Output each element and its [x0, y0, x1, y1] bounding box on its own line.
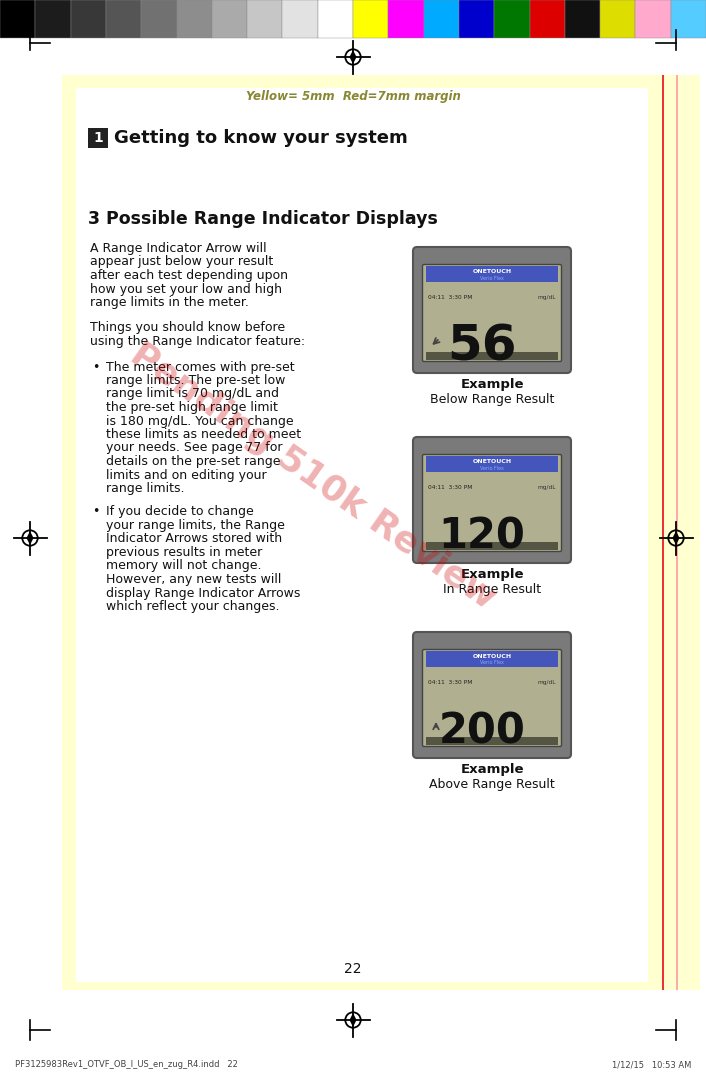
Bar	[426, 651, 558, 666]
Bar	[671, 0, 706, 38]
Polygon shape	[349, 1013, 357, 1027]
Text: ONETOUCH: ONETOUCH	[472, 654, 512, 659]
Bar	[76, 88, 648, 981]
FancyBboxPatch shape	[413, 632, 571, 758]
Bar	[426, 456, 558, 472]
Bar	[426, 352, 558, 360]
Text: range limit is 70 mg/dL and: range limit is 70 mg/dL and	[106, 387, 279, 401]
Bar	[212, 0, 247, 38]
Bar	[635, 0, 671, 38]
Bar	[426, 737, 558, 745]
Text: In Range Result: In Range Result	[443, 583, 541, 596]
Bar	[662, 75, 664, 990]
Text: Getting to know your system: Getting to know your system	[114, 129, 408, 147]
Text: is 180 mg/dL. You can change: is 180 mg/dL. You can change	[106, 415, 294, 428]
Text: how you set your low and high: how you set your low and high	[90, 283, 282, 296]
Text: 56: 56	[447, 322, 517, 371]
Text: Example: Example	[460, 378, 524, 391]
Text: •: •	[92, 505, 100, 518]
Text: range limits. The pre-set low: range limits. The pre-set low	[106, 374, 285, 387]
FancyBboxPatch shape	[422, 455, 561, 551]
Text: mg/dL: mg/dL	[537, 485, 556, 490]
Text: Yellow= 5mm  Red=7mm margin: Yellow= 5mm Red=7mm margin	[246, 90, 460, 103]
Text: the pre-set high range limit: the pre-set high range limit	[106, 401, 278, 414]
Text: Verio Flex: Verio Flex	[480, 660, 504, 665]
Text: 3 Possible Range Indicator Displays: 3 Possible Range Indicator Displays	[88, 210, 438, 228]
Text: range limits.: range limits.	[106, 482, 184, 495]
Bar	[141, 0, 176, 38]
Bar	[71, 0, 106, 38]
Text: display Range Indicator Arrows: display Range Indicator Arrows	[106, 587, 300, 600]
Text: 200: 200	[438, 711, 525, 752]
Bar	[282, 0, 318, 38]
Bar	[353, 0, 388, 38]
Text: these limits as needed to meet: these limits as needed to meet	[106, 428, 301, 441]
Text: Indicator Arrows stored with: Indicator Arrows stored with	[106, 532, 282, 545]
Text: 04:11  3:30 PM: 04:11 3:30 PM	[428, 485, 472, 490]
Polygon shape	[27, 531, 33, 545]
Bar	[0, 0, 35, 38]
Text: mg/dL: mg/dL	[537, 295, 556, 300]
Bar	[247, 0, 282, 38]
Bar	[494, 0, 530, 38]
Bar	[530, 0, 565, 38]
Text: Verio Flex: Verio Flex	[480, 465, 504, 471]
Text: ONETOUCH: ONETOUCH	[472, 269, 512, 274]
Text: PF3125983Rev1_OTVF_OB_I_US_en_zug_R4.indd   22: PF3125983Rev1_OTVF_OB_I_US_en_zug_R4.ind…	[15, 1060, 238, 1069]
Text: The meter comes with pre-set: The meter comes with pre-set	[106, 360, 294, 373]
Text: which reflect your changes.: which reflect your changes.	[106, 600, 280, 613]
FancyBboxPatch shape	[413, 247, 571, 373]
Text: However, any new tests will: However, any new tests will	[106, 573, 282, 586]
Text: after each test depending upon: after each test depending upon	[90, 269, 288, 282]
FancyBboxPatch shape	[422, 264, 561, 361]
Text: previous results in meter: previous results in meter	[106, 546, 262, 559]
Text: mg/dL: mg/dL	[537, 680, 556, 685]
Bar	[426, 266, 558, 282]
Text: If you decide to change: If you decide to change	[106, 505, 253, 518]
Text: memory will not change.: memory will not change.	[106, 559, 261, 573]
FancyBboxPatch shape	[422, 649, 561, 746]
Bar	[388, 0, 424, 38]
Text: Verio Flex: Verio Flex	[480, 275, 504, 281]
FancyBboxPatch shape	[413, 438, 571, 563]
Bar	[176, 0, 212, 38]
Text: 04:11  3:30 PM: 04:11 3:30 PM	[428, 295, 472, 300]
Text: Below Range Result: Below Range Result	[430, 393, 554, 406]
Bar	[106, 0, 141, 38]
Text: •: •	[92, 360, 100, 373]
Text: your needs. See page 77 for: your needs. See page 77 for	[106, 442, 282, 455]
Text: details on the pre-set range: details on the pre-set range	[106, 455, 280, 468]
Text: A Range Indicator Arrow will: A Range Indicator Arrow will	[90, 242, 267, 255]
Bar	[565, 0, 600, 38]
Bar	[62, 75, 700, 990]
Text: range limits in the meter.: range limits in the meter.	[90, 296, 249, 309]
Bar	[676, 75, 678, 990]
Bar	[424, 0, 459, 38]
Text: 120: 120	[438, 516, 525, 558]
Bar	[459, 0, 494, 38]
Text: Above Range Result: Above Range Result	[429, 778, 555, 791]
Bar	[35, 0, 71, 38]
Text: Pending 510k Review: Pending 510k Review	[124, 338, 502, 616]
Text: appear just below your result: appear just below your result	[90, 256, 273, 269]
Text: Example: Example	[460, 568, 524, 580]
Polygon shape	[673, 531, 679, 545]
Text: ONETOUCH: ONETOUCH	[472, 459, 512, 463]
Text: 22: 22	[345, 962, 361, 976]
Bar	[600, 0, 635, 38]
Bar	[426, 542, 558, 550]
Bar	[88, 128, 108, 148]
Text: limits and on editing your: limits and on editing your	[106, 469, 267, 482]
Text: Example: Example	[460, 763, 524, 776]
Text: using the Range Indicator feature:: using the Range Indicator feature:	[90, 335, 305, 348]
Text: 04:11  3:30 PM: 04:11 3:30 PM	[428, 680, 472, 685]
Bar	[318, 0, 353, 38]
Text: 1/12/15   10:53 AM: 1/12/15 10:53 AM	[611, 1060, 691, 1069]
Text: 1: 1	[93, 131, 103, 145]
Text: your range limits, the Range: your range limits, the Range	[106, 519, 285, 532]
Text: Things you should know before: Things you should know before	[90, 321, 285, 334]
Polygon shape	[349, 49, 357, 64]
